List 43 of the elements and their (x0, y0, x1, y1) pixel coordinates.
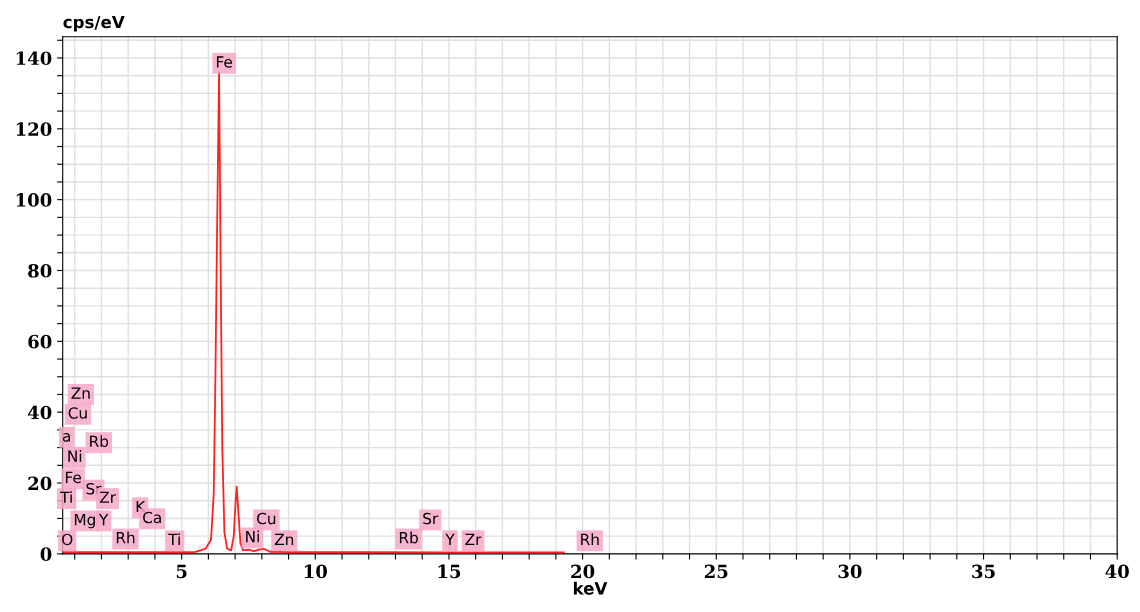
annotation: Cu (68, 407, 87, 419)
x-tick-label: 5 (176, 564, 187, 579)
x-axis-title: keV (573, 581, 608, 595)
annotation: Fe (216, 56, 233, 68)
annotation: Mg (74, 514, 95, 529)
annotation: Rb (90, 435, 109, 448)
x-tick-label: 30 (838, 564, 862, 579)
annotation: Zn (71, 387, 90, 399)
annotation: K (136, 500, 146, 513)
annotation: Rh (581, 533, 599, 545)
x-tick-label: 25 (704, 564, 728, 579)
annotation: Ti (168, 533, 180, 545)
x-tick-label: 35 (972, 564, 995, 579)
annotation: Y (98, 514, 109, 526)
y-tick-label: 120 (16, 122, 52, 136)
annotation: Rb (399, 531, 418, 544)
y-tick-label: 60 (28, 334, 52, 349)
annotation: Sr (86, 482, 102, 495)
annotation: Y (445, 533, 455, 545)
annotation: Ni (246, 530, 259, 543)
y-tick-label: 140 (16, 51, 52, 66)
y-axis-title: cps/eV (63, 15, 125, 32)
x-tick-label: 15 (438, 564, 461, 579)
annotation: Fe (65, 471, 81, 484)
annotation: Sr (423, 512, 439, 525)
annotation: Zn (274, 533, 294, 545)
y-tick-label: 0 (40, 547, 52, 561)
annotation: a (62, 432, 70, 442)
y-tick-label: 20 (28, 476, 52, 491)
annotation: Ni (68, 450, 82, 462)
y-tick-label: 40 (27, 405, 52, 420)
x-tick-label: 40 (1105, 564, 1129, 579)
annotation: Zr (465, 533, 482, 545)
annotation: Rh (116, 531, 135, 544)
annotation: O (62, 533, 73, 546)
x-tick-label: 20 (571, 564, 595, 579)
annotation: Cu (257, 512, 276, 525)
y-tick-label: 100 (16, 193, 52, 207)
annotation: Ca (143, 511, 161, 524)
y-tick-label: 80 (28, 263, 52, 278)
annotation: Zr (99, 491, 116, 503)
x-tick-label: 10 (304, 564, 328, 579)
annotation: Ti (60, 491, 72, 503)
